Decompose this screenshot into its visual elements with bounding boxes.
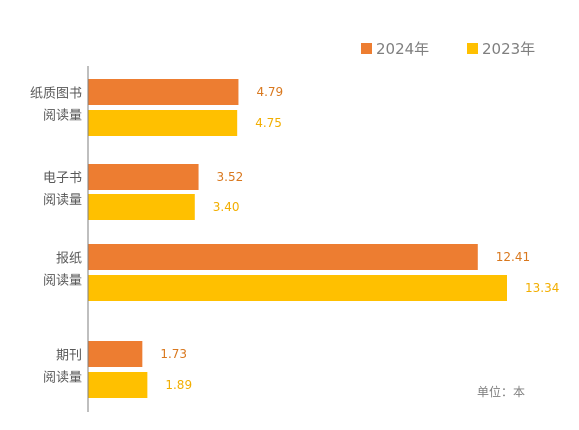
category-label-4: 期刊阅读量 (43, 349, 82, 386)
value-label-s2023-cat3: 13.34 (525, 281, 559, 295)
category-label-line: 阅读量 (43, 193, 82, 208)
bar-s2024-cat3 (88, 244, 478, 270)
bar-s2023-cat3 (88, 275, 507, 301)
value-label-s2024-cat1: 4.79 (256, 85, 283, 99)
category-label-line: 阅读量 (43, 274, 82, 289)
value-label-s2023-cat2: 3.40 (213, 200, 240, 214)
category-label-line: 电子书 (43, 171, 82, 186)
legend-label-s2024: 2024年 (376, 40, 429, 58)
value-label-s2023-cat1: 4.75 (255, 116, 282, 130)
category-label-line: 报纸 (56, 252, 82, 267)
value-label-s2024-cat4: 1.73 (160, 347, 187, 361)
bar-s2023-cat2 (88, 194, 195, 220)
category-label-3: 报纸阅读量 (43, 252, 82, 289)
category-label-line: 期刊 (56, 349, 82, 364)
bar-s2023-cat1 (88, 110, 238, 136)
legend-swatch-s2023 (467, 43, 478, 54)
value-label-s2024-cat2: 3.52 (217, 170, 244, 184)
value-label-s2023-cat4: 1.89 (165, 378, 192, 392)
category-label-line: 阅读量 (43, 109, 82, 124)
category-label-1: 纸质图书阅读量 (30, 87, 82, 124)
bar-s2024-cat1 (88, 79, 239, 105)
value-label-s2024-cat3: 12.41 (496, 250, 530, 264)
category-label-line: 纸质图书 (30, 87, 82, 102)
category-label-line: 阅读量 (43, 371, 82, 386)
category-label-2: 电子书阅读量 (43, 171, 82, 208)
bar-s2024-cat4 (88, 341, 143, 367)
legend-label-s2023: 2023年 (482, 40, 535, 58)
unit-note: 单位：本 (477, 384, 525, 399)
legend-swatch-s2024 (361, 43, 372, 54)
bar-s2024-cat2 (88, 164, 199, 190)
bar-s2023-cat4 (88, 372, 148, 398)
